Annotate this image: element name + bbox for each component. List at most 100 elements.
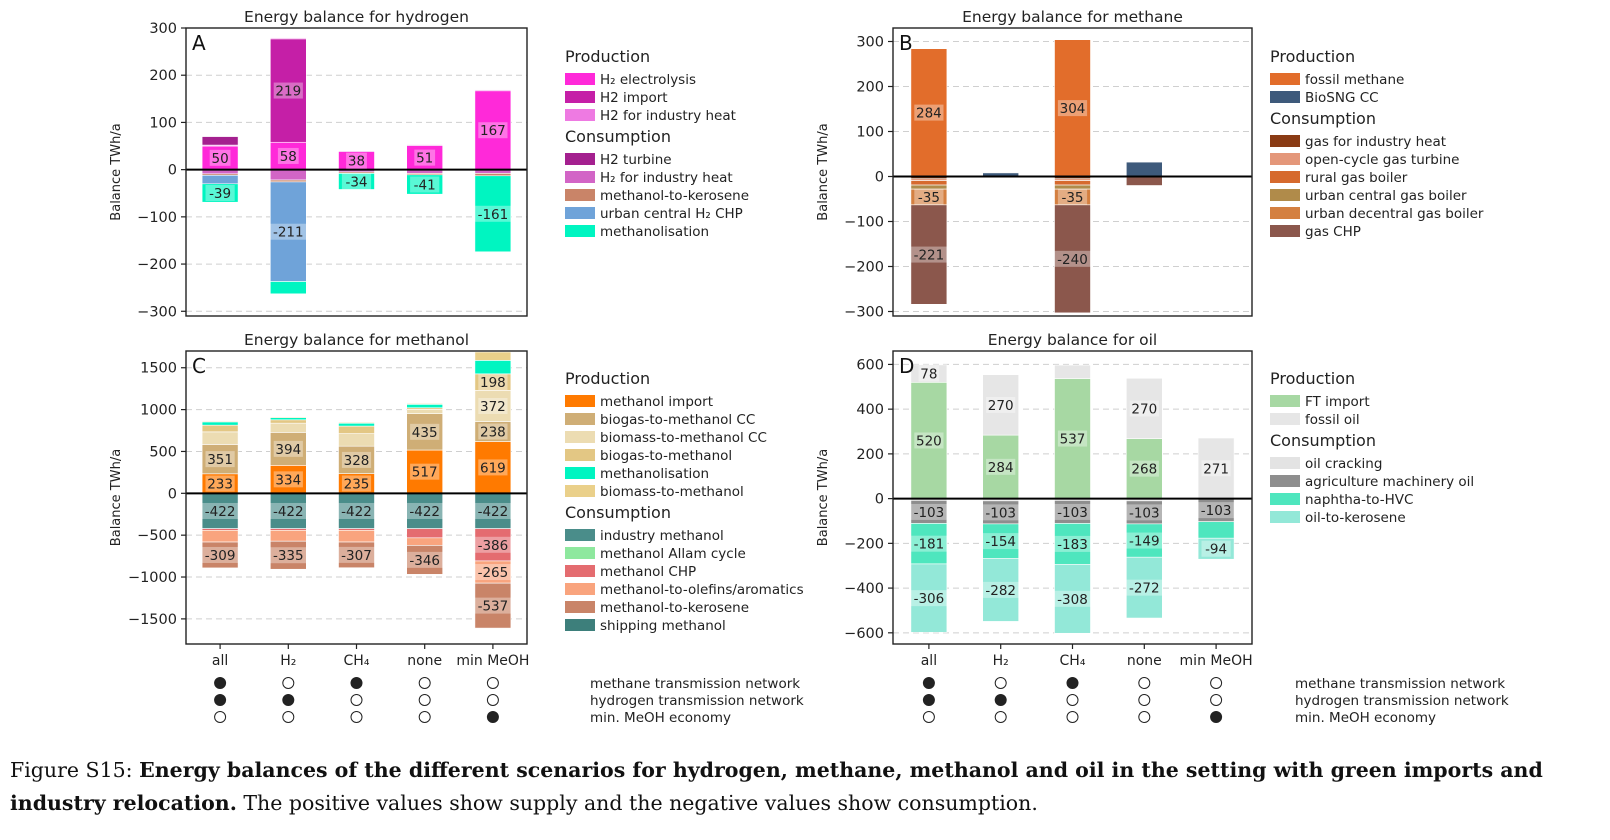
legend-entry: methanol CHP [600, 564, 696, 580]
bar-segment [982, 523, 1020, 559]
data-label-bg [1057, 188, 1088, 205]
data-label: -307 [341, 548, 372, 564]
legend-entry: agriculture machinery oil [1305, 474, 1474, 490]
data-label: 520 [916, 433, 942, 449]
bar-segment [406, 144, 444, 146]
data-label-bg [1125, 504, 1164, 521]
scenario-dot-filled [350, 677, 363, 689]
data-label-bg [205, 475, 235, 492]
data-label: 537 [1060, 432, 1086, 448]
y-tick-label: 300 [856, 35, 884, 51]
data-label: -103 [985, 505, 1016, 521]
bar-segment [406, 409, 444, 414]
bar-segment [406, 413, 444, 451]
data-label-bg [405, 551, 444, 568]
data-label: 58 [280, 149, 297, 165]
bar-segment [982, 558, 1020, 622]
data-label: 351 [207, 452, 233, 468]
bar-segment [910, 180, 948, 186]
legend-entry: rural gas boiler [1305, 170, 1408, 186]
data-label: -422 [273, 504, 304, 520]
plot-frame [185, 27, 528, 317]
data-label-bg [910, 246, 948, 263]
data-label-bg [414, 149, 436, 166]
chart-title: Energy balance for hydrogen [244, 8, 469, 26]
y-tick-label: −600 [844, 626, 884, 642]
data-label: 328 [344, 453, 370, 469]
y-tick-label: −100 [844, 215, 884, 231]
legend-swatch [565, 91, 595, 103]
legend-entry: gas for industry heat [1305, 134, 1446, 150]
x-tick-label: all [212, 653, 228, 669]
data-label: 284 [988, 460, 1014, 476]
y-tick-label: −500 [137, 528, 177, 544]
figure-caption: Figure S15: Energy balances of the diffe… [10, 754, 1600, 820]
x-tick-label: min MeOH [456, 653, 529, 669]
legend-swatch [565, 529, 595, 541]
y-tick-label: −200 [844, 260, 884, 276]
scenario-dot-filled [922, 677, 935, 689]
legend-swatch [1270, 189, 1300, 201]
chart-title: Energy balance for methanol [244, 331, 469, 349]
data-label: 270 [1131, 401, 1157, 417]
data-label-bg [914, 432, 944, 449]
legend-swatch [1270, 493, 1300, 505]
data-label: 372 [480, 399, 506, 415]
bar-segment [269, 417, 307, 421]
legend-entry: urban central gas boiler [1305, 188, 1467, 204]
data-label-bg [341, 451, 372, 468]
bar-segment [269, 169, 307, 181]
legend-entry: H2 for industry heat [600, 108, 736, 124]
data-label-bg [1053, 250, 1092, 267]
data-label-bg [1125, 532, 1164, 549]
y-axis-label: Balance TWh/a [109, 449, 124, 546]
legend-swatch [565, 547, 595, 559]
data-label-bg [410, 463, 440, 480]
data-label: -221 [914, 248, 945, 264]
scenario-dot-empty [1066, 711, 1079, 723]
legend-swatch [1270, 475, 1300, 487]
data-label: -103 [1057, 505, 1088, 521]
data-label: 78 [920, 367, 937, 383]
scenario-dot-empty [350, 711, 363, 723]
legend-entry: biomass-to-methanol [600, 484, 744, 500]
data-label: 233 [207, 477, 233, 493]
data-label: -34 [345, 174, 367, 190]
caption-rest: The positive values show supply and the … [243, 791, 1038, 815]
bar-segment [910, 364, 948, 383]
legend-entry: open-cycle gas turbine [1305, 152, 1460, 168]
legend-entry: urban central H₂ CHP [600, 206, 743, 222]
data-label: -35 [918, 190, 940, 206]
data-label-bg [474, 536, 512, 553]
bar-segment [1197, 537, 1235, 560]
bar-segment [201, 175, 239, 185]
data-label: -240 [1057, 252, 1088, 268]
data-label: -41 [414, 178, 436, 194]
data-label: 435 [412, 425, 438, 441]
legend-entry: H2 import [600, 90, 668, 106]
data-label-bg [986, 458, 1016, 475]
y-tick-label: −200 [844, 536, 884, 552]
caption-label: Figure S15: [10, 758, 133, 782]
data-label: 38 [348, 154, 365, 170]
bar-segment [910, 184, 948, 190]
data-label-bg [410, 423, 440, 440]
x-tick-label: CH₄ [1060, 653, 1086, 669]
bar-segment [406, 145, 444, 170]
legend-swatch [565, 583, 595, 595]
data-label-bg [1057, 100, 1088, 117]
y-tick-label: 1000 [140, 403, 177, 419]
bar-segment [201, 136, 239, 146]
data-label-bg [410, 176, 440, 193]
data-label-bg [474, 205, 512, 222]
data-label-bg [478, 459, 508, 476]
data-label: -35 [1061, 190, 1083, 206]
data-label: -272 [1129, 581, 1160, 597]
legend-swatch [565, 395, 595, 407]
data-label: 51 [416, 151, 433, 167]
panel-letter: C [192, 354, 206, 378]
data-label-bg [273, 82, 303, 99]
y-tick-label: 200 [149, 68, 177, 84]
data-label-bg [478, 122, 508, 139]
data-label: 167 [480, 123, 506, 139]
